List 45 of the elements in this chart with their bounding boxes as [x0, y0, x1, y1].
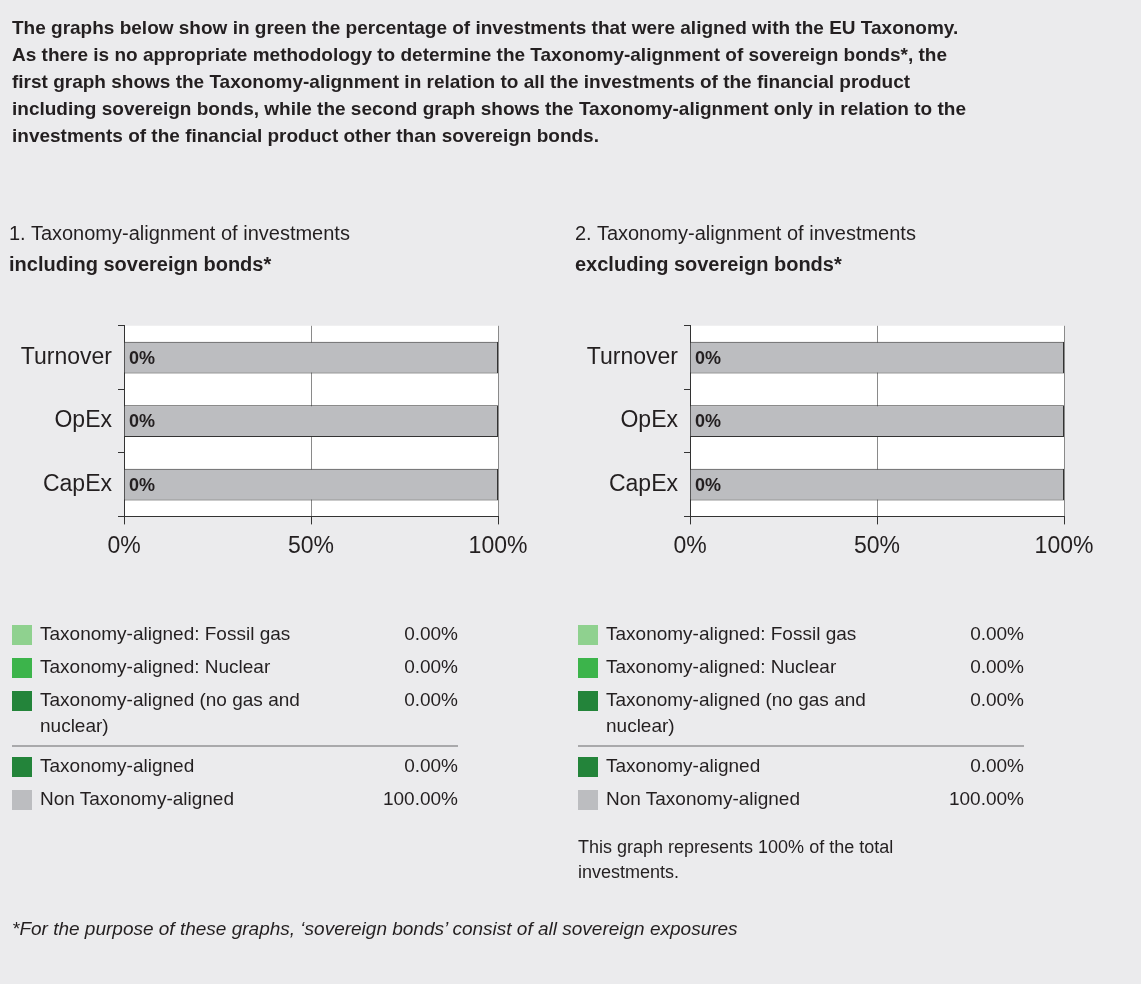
x-tick-label: 50%	[853, 531, 901, 558]
annotation: 0%	[695, 411, 722, 432]
legend-label: Taxonomy-aligned	[606, 754, 762, 778]
legend-label: Non Taxonomy-aligned	[40, 787, 235, 811]
text: 0.00%	[403, 688, 458, 712]
x-tick-label: 100%	[468, 531, 528, 558]
x-tick-label: 100%	[1034, 531, 1094, 558]
text: *For the purpose of these graphs, ‘sovereign bonds’ consist of all sovereign exposures	[12, 918, 738, 940]
y-tick-label: Turnover	[20, 342, 113, 369]
y-tick-label: CapEx	[42, 469, 113, 496]
x-tick-label: 0%	[673, 531, 707, 558]
y-tick-label: OpEx	[54, 406, 113, 433]
text: 100.00%	[382, 787, 458, 811]
text: 0.00%	[969, 754, 1024, 778]
legend-label: Non Taxonomy-aligned	[606, 787, 801, 811]
text: 0.00%	[403, 655, 458, 679]
y-tick-label: OpEx	[620, 406, 679, 433]
text: 0.00%	[969, 622, 1024, 646]
y-tick-label: Turnover	[586, 342, 679, 369]
chart-subtitle: excluding sovereign bonds*	[575, 253, 842, 276]
y-tick-label: CapEx	[608, 469, 679, 496]
text: 0.00%	[969, 655, 1024, 679]
chart-title: 1. Taxonomy-alignment of investments	[9, 222, 350, 245]
legend-label: Taxonomy-aligned: Fossil gas	[40, 622, 292, 646]
text: 0.00%	[969, 688, 1024, 712]
annotation: 0%	[129, 411, 156, 432]
legend-label: Taxonomy-aligned	[40, 754, 196, 778]
text: 0.00%	[403, 754, 458, 778]
text: 100.00%	[948, 787, 1024, 811]
text: The graphs below show in green the percentage of investments that were aligned with the EU Taxonomy. As there is no appropriate methodology to determine the Taxonomy-alignment of sovereign bonds*, the first graph shows the Taxonomy-alignment in relation to all the investments of the financial product including sovereign bonds, while the second graph shows the Taxonomy-alignment only in relation to the investments of the financial product other than sovereign bonds.	[12, 16, 967, 148]
legend-label: Taxonomy-aligned: Nuclear	[606, 655, 838, 679]
annotation: 0%	[695, 474, 722, 495]
annotation: 0%	[129, 474, 156, 495]
annotation: 0%	[695, 347, 722, 368]
chart-title: 2. Taxonomy-alignment of investments	[575, 222, 916, 245]
chart-subtitle: including sovereign bonds*	[9, 253, 272, 276]
x-tick-label: 0%	[107, 531, 141, 558]
legend-label: Taxonomy-aligned (no gas and nuclear)	[40, 688, 301, 738]
text: This graph represents 100% of the total investments.	[578, 836, 895, 884]
annotation: 0%	[129, 347, 156, 368]
text: 0.00%	[403, 622, 458, 646]
legend-label: Taxonomy-aligned: Fossil gas	[606, 622, 858, 646]
legend-label: Taxonomy-aligned (no gas and nuclear)	[606, 688, 867, 738]
x-tick-label: 50%	[287, 531, 335, 558]
legend-label: Taxonomy-aligned: Nuclear	[40, 655, 272, 679]
